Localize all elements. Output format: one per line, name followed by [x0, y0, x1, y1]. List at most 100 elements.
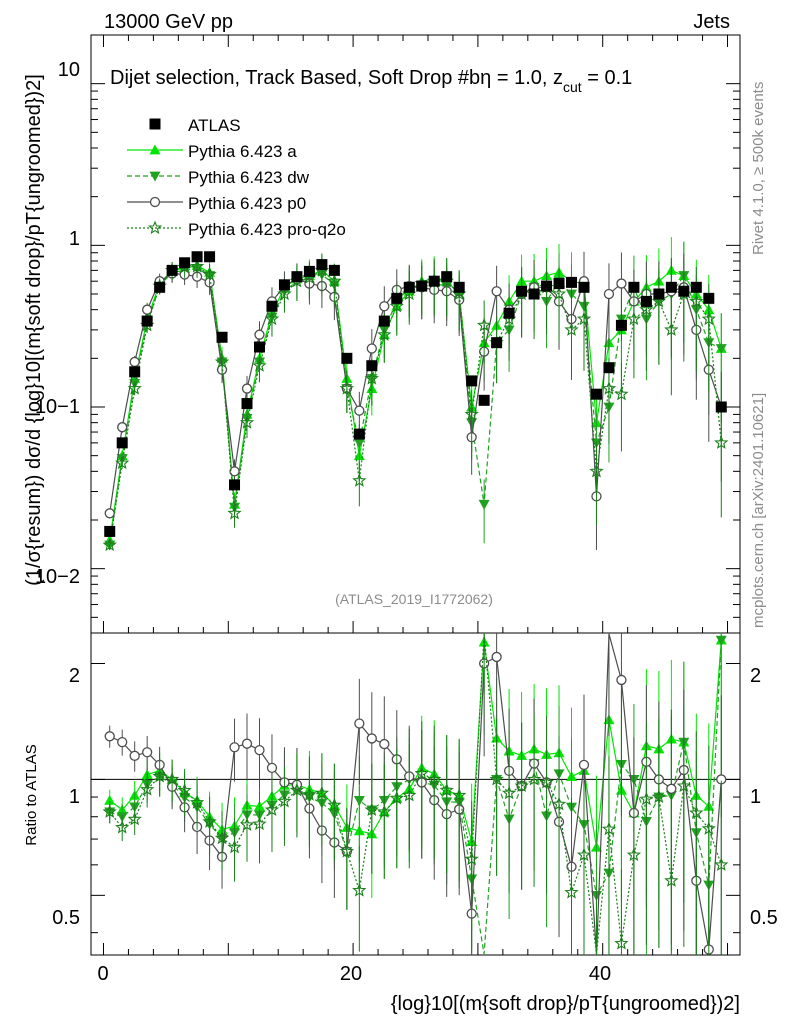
ratio-point — [227, 839, 242, 854]
data-point — [615, 319, 627, 331]
ratio-point — [715, 635, 727, 646]
ratio-point — [539, 774, 554, 789]
legend-label: ATLAS — [188, 116, 241, 135]
mc-point — [129, 356, 140, 368]
ratio-point — [102, 804, 117, 818]
series-layer — [102, 237, 729, 955]
ratio-point — [142, 747, 153, 758]
ratio-point — [353, 795, 365, 806]
ratio-point — [239, 817, 255, 832]
mc-point — [352, 473, 367, 487]
data-point — [391, 292, 403, 304]
data-point — [553, 278, 565, 290]
legend: ATLAS Pythia 6.423 a Pythia 6.423 dw Pythia… — [127, 116, 346, 239]
ratio-point — [339, 844, 355, 858]
mc-point — [353, 438, 365, 449]
ratio-series-line — [109, 640, 722, 955]
mc-point — [664, 322, 679, 336]
ratio-y-axis-label: Ratio to ATLAS — [23, 744, 40, 845]
mc-point — [601, 381, 617, 395]
data-point — [341, 352, 353, 364]
ratio-point — [229, 742, 240, 753]
data-point — [466, 375, 478, 387]
legend-marker — [149, 118, 161, 130]
data-point — [703, 292, 715, 304]
data-point — [154, 281, 166, 293]
data-point — [303, 265, 315, 277]
mc-point — [715, 344, 727, 355]
ratio-point — [402, 787, 417, 802]
main-ylabel-part: (1/σ{resum}) dσ/d {log}10[(m{soft drop}/… — [23, 74, 45, 586]
main-y-tick-label: 10−2 — [35, 566, 80, 588]
mc-point — [626, 311, 642, 326]
mc-point — [239, 415, 255, 429]
subtitle-sub: cut — [563, 79, 582, 95]
ratio-point — [501, 785, 517, 800]
mc-point — [564, 322, 579, 336]
data-point — [690, 281, 702, 293]
x-tick-label: 20 — [340, 963, 362, 985]
series-atlas — [104, 251, 727, 537]
mc-point — [115, 455, 130, 470]
mc-point — [102, 537, 117, 552]
ratio-point — [701, 821, 716, 835]
ratio-y-tick-label-right: 2 — [750, 665, 761, 687]
ratio-point — [551, 796, 567, 811]
ratio-point — [427, 771, 442, 786]
data-point — [278, 279, 290, 291]
ratio-point — [576, 847, 592, 862]
ratio-point — [526, 771, 542, 786]
x-axis-label: {log}10[(m{soft drop}/pT{ungroomed})2] — [391, 993, 740, 1015]
data-point — [653, 288, 665, 300]
ratio-point — [464, 851, 479, 866]
data-point — [491, 337, 503, 349]
data-point — [428, 275, 440, 287]
side-label-top: Rivet 4.1.0, ≥ 500k events — [750, 82, 767, 255]
subtitle-tail: = 0.1 — [582, 67, 633, 89]
data-point — [453, 281, 465, 293]
ratio-point — [389, 790, 404, 805]
mc-point — [327, 273, 342, 288]
ratio-point — [252, 816, 267, 831]
mc-point — [491, 286, 502, 297]
mc-point — [214, 354, 230, 369]
mc-point — [639, 302, 654, 316]
main-y-axis-label: (1/σ{resum}) dσ/d {log}10[(m{soft drop}/… — [23, 74, 45, 586]
ratio-y-tick-label-right: 0.5 — [750, 907, 778, 929]
data-point — [665, 281, 677, 293]
ratio-point — [327, 797, 342, 812]
ratio-point — [689, 805, 704, 819]
ratio-point — [364, 802, 379, 817]
data-point — [204, 251, 216, 263]
data-point — [678, 285, 690, 297]
ratio-y-tick-label: 2 — [69, 665, 80, 687]
series-line — [109, 265, 722, 546]
ratio-point — [352, 883, 367, 897]
data-point — [640, 295, 652, 307]
mc-point — [142, 304, 153, 315]
process-label: Jets — [693, 11, 730, 33]
ratio-point — [127, 811, 142, 826]
mc-point — [614, 386, 629, 401]
side-label-bottom: mcplots.cern.ch [arXiv:2401.10621] — [750, 393, 767, 628]
x-tick-label: 40 — [589, 963, 611, 985]
mc-point — [104, 508, 115, 519]
legend-marker — [149, 171, 161, 182]
mc-point — [478, 499, 490, 510]
mc-point — [551, 286, 567, 301]
data-point — [403, 281, 415, 293]
data-point — [191, 251, 203, 263]
legend-marker — [149, 144, 161, 155]
ratio-point — [164, 771, 180, 786]
ratio-point — [266, 762, 278, 774]
data-point — [441, 271, 453, 283]
data-point — [104, 525, 116, 537]
ratio-point — [264, 802, 280, 817]
ratio-point — [626, 847, 642, 862]
legend-marker — [149, 196, 161, 208]
data-point — [116, 437, 128, 449]
ratio-point — [564, 884, 579, 899]
mc-point — [254, 329, 265, 340]
ratio-point — [639, 791, 654, 806]
ratio-point — [664, 873, 679, 887]
